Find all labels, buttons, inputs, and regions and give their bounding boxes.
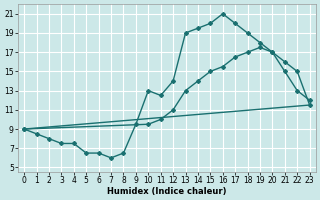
X-axis label: Humidex (Indice chaleur): Humidex (Indice chaleur)	[107, 187, 227, 196]
